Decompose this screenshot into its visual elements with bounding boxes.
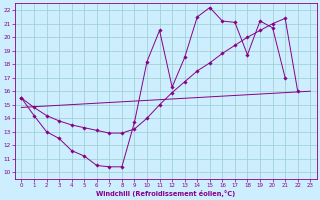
X-axis label: Windchill (Refroidissement éolien,°C): Windchill (Refroidissement éolien,°C) bbox=[96, 190, 236, 197]
